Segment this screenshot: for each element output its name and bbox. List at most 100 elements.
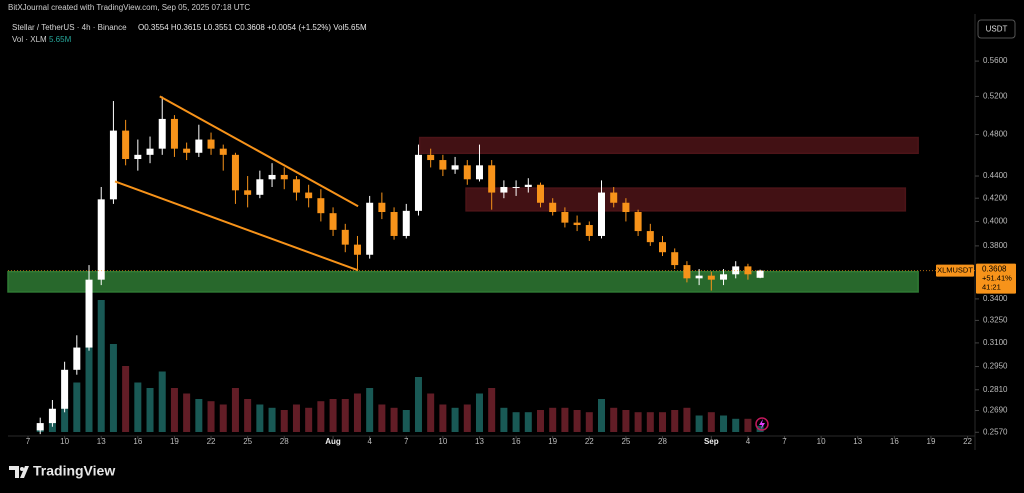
candle-body (61, 369, 69, 409)
candle-body (585, 225, 593, 236)
volume-bar (85, 333, 93, 432)
symbol-tag-text: XLMUSDT (937, 266, 973, 275)
candle-body (268, 174, 276, 180)
volume-bar (366, 388, 374, 432)
volume-bar (622, 410, 630, 432)
volume-bar (317, 401, 325, 432)
candle-body (659, 242, 667, 253)
candle-body (634, 212, 642, 232)
y-tick-label: 0.2570 (983, 427, 1008, 436)
currency-button-text[interactable]: USDT (986, 25, 1008, 34)
candle-body (219, 148, 227, 155)
candle-body (573, 222, 581, 226)
x-tick-label: 28 (280, 437, 289, 446)
volume-bar (170, 388, 178, 432)
volume-bar (573, 410, 581, 432)
y-tick-label: 0.2690 (983, 406, 1008, 415)
volume-bar (659, 412, 667, 432)
x-tick-label: 25 (621, 437, 630, 446)
volume-bar (634, 412, 642, 432)
credit: BitXJournal created with TradingView.com… (8, 3, 250, 12)
x-tick-label: 13 (475, 437, 484, 446)
volume-bar (280, 410, 288, 432)
volume-bar (231, 388, 239, 432)
candle-body (561, 212, 569, 223)
candle-body (671, 252, 679, 266)
candle-body (598, 192, 606, 236)
icon-bolt[interactable] (759, 419, 765, 429)
volume-bar (475, 393, 483, 432)
candle-body (549, 202, 557, 213)
volume-bar (109, 344, 117, 432)
volume-bar (292, 404, 300, 432)
volume-bar (707, 412, 715, 432)
volume-bar (256, 404, 264, 432)
volume-bar (207, 401, 215, 432)
x-tick-label: 10 (817, 437, 826, 446)
volume-bar (73, 382, 81, 432)
candle-body (207, 139, 215, 149)
volume-bar (427, 393, 435, 432)
footer-logo-text: TradingView (33, 463, 115, 479)
volume-bar (463, 404, 471, 432)
x-tick-label: 13 (853, 437, 862, 446)
volume-bar (390, 407, 398, 432)
x-tick-label: 22 (963, 437, 972, 446)
candle-body (146, 148, 154, 155)
volume-bar (329, 399, 337, 432)
volume-bar (732, 418, 740, 432)
candle-body (707, 275, 715, 280)
y-tick-label: 0.2810 (983, 385, 1008, 394)
candle-body (134, 154, 142, 160)
volume-bar (756, 425, 764, 432)
candle-body (341, 229, 349, 245)
volume-bar (244, 399, 252, 432)
candle-body (292, 179, 300, 193)
candle-body (512, 186, 520, 188)
candle-body (353, 244, 361, 255)
lightning-icon[interactable] (755, 417, 769, 431)
candle-body (170, 118, 178, 149)
volume-bar (414, 377, 422, 432)
currency-button[interactable] (977, 19, 1016, 39)
candle-body (402, 210, 410, 236)
volume-bar (646, 412, 654, 432)
candle-body (451, 165, 459, 170)
x-tick-label: 10 (438, 437, 447, 446)
volume-value: 5.65M (49, 35, 72, 44)
candle-body (756, 270, 764, 278)
volume-bar (183, 393, 191, 432)
x-tick-label: 19 (548, 437, 557, 446)
y-tick-label: 0.4800 (983, 130, 1008, 139)
x-tick-label: 13 (97, 437, 106, 446)
candle-body (244, 190, 252, 195)
x-tick-label: 22 (207, 437, 216, 446)
volume-bar (305, 407, 313, 432)
volume-bar (500, 407, 508, 432)
volume-bar (524, 412, 532, 432)
price-tag-countdown: 41:21 (982, 283, 1001, 292)
candle-body (305, 192, 313, 199)
x-tick-label: 10 (60, 437, 69, 446)
candle-body (427, 154, 435, 161)
x-tick-label: 7 (782, 437, 787, 446)
candle-body (610, 192, 618, 203)
volume-bar (451, 407, 459, 432)
candle-body (414, 154, 422, 211)
x-tick-label: 16 (890, 437, 899, 446)
symbol: Stellar / TetherUS · 4h · Binance (12, 23, 127, 32)
y-tick-label: 0.5600 (983, 56, 1008, 65)
logo-dot (20, 467, 24, 471)
icon-ring[interactable] (755, 417, 769, 431)
candle-body (536, 184, 544, 203)
y-tick-label: 0.3250 (983, 316, 1008, 325)
volume-bar (61, 399, 69, 432)
x-tick-label: 28 (658, 437, 667, 446)
footer-logo (9, 466, 29, 478)
candle-body (720, 274, 728, 280)
zone (465, 187, 907, 212)
candle-body (329, 213, 337, 230)
x-tick-label: Sep (704, 437, 719, 446)
